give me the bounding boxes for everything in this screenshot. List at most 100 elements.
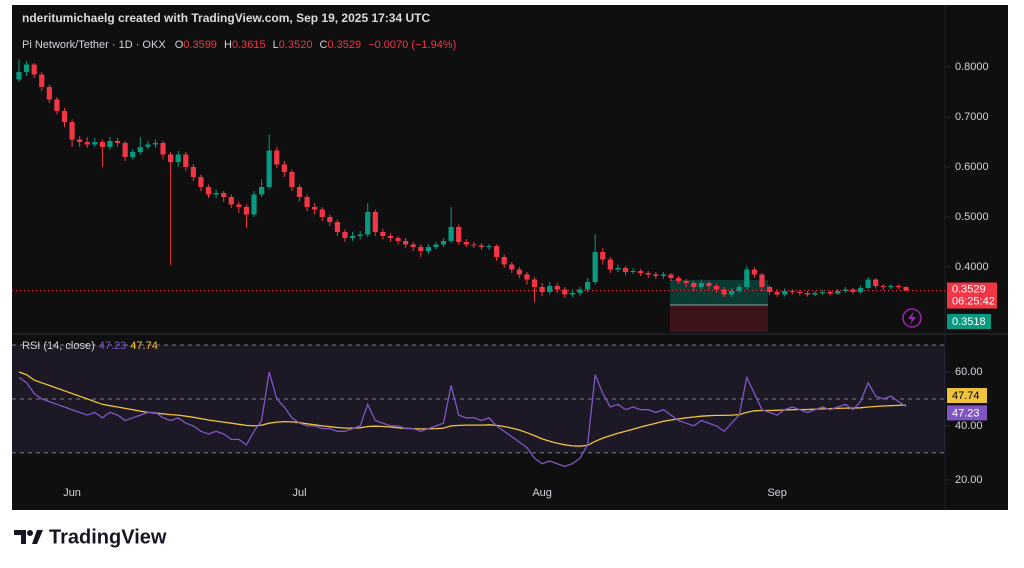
y-tick-label: 0.8000 <box>955 61 989 73</box>
candle-body <box>880 286 886 287</box>
candle-body <box>516 269 522 275</box>
candle-body <box>873 279 879 286</box>
candle-body <box>857 288 864 292</box>
candle-body <box>592 252 598 282</box>
rsi-legend: RSI (14, close) 47.23 47.74 <box>22 340 158 352</box>
candle-body <box>190 167 196 177</box>
candle-body <box>357 234 363 236</box>
alert-icon[interactable] <box>902 308 922 328</box>
candle-body <box>569 293 576 295</box>
candle-body <box>312 207 318 210</box>
candle-body <box>205 187 212 195</box>
legend-value: 0.3599 <box>183 39 217 51</box>
candle-body <box>835 291 841 294</box>
candle-body <box>319 209 325 217</box>
y-tick-label: 0.5000 <box>955 211 989 223</box>
candle-body <box>16 72 22 80</box>
candle-body <box>797 292 803 293</box>
candle-body <box>615 268 621 270</box>
candle-body <box>486 246 492 247</box>
candle-body <box>774 292 780 295</box>
candle-body <box>789 291 795 292</box>
candle-body <box>160 143 166 155</box>
candle-body <box>471 244 477 246</box>
candle-body <box>895 286 902 288</box>
candle-body <box>107 141 113 147</box>
candle-body <box>77 139 83 142</box>
logo-mark <box>27 530 33 536</box>
legend-label: O <box>175 39 184 51</box>
candle-body <box>365 212 371 235</box>
legend: Pi Network/Tether · 1D · OKX O0.3599 H0.… <box>22 39 456 51</box>
candle-body <box>54 99 60 111</box>
candle-body <box>531 279 538 287</box>
candle-body <box>501 257 507 265</box>
candle-body <box>228 197 234 205</box>
candle-body <box>494 246 500 257</box>
candle-body <box>433 244 439 247</box>
candle-body <box>554 286 560 290</box>
candle-body <box>130 152 136 157</box>
y-tick-label: 60.00 <box>955 366 983 378</box>
candle-body <box>92 142 98 145</box>
candle-body <box>327 217 333 222</box>
legend-value: 0.3615 <box>232 39 266 51</box>
candle-body <box>198 177 204 187</box>
candle-body <box>342 232 348 238</box>
last-price-label: 0.3529 <box>952 283 986 295</box>
candle-body <box>448 227 454 241</box>
candle-body <box>675 278 682 281</box>
candle-body <box>691 283 697 287</box>
candle-body <box>425 247 431 251</box>
candle-body <box>334 222 341 232</box>
y-tick-label: 0.7000 <box>955 111 989 123</box>
candle-body <box>584 282 591 290</box>
candle-body <box>349 236 356 238</box>
candle-body <box>168 154 174 162</box>
position-price-box <box>947 314 991 329</box>
candle-body <box>463 242 469 245</box>
candle-body <box>274 150 280 165</box>
candle-body <box>766 287 773 292</box>
candle-body <box>653 274 659 276</box>
candle-body <box>137 147 143 152</box>
position-stop-zone <box>670 305 768 332</box>
candle-body <box>759 274 765 287</box>
candle-body <box>539 287 545 292</box>
candle-body <box>622 268 629 272</box>
candle-body <box>31 64 37 75</box>
last-price-box <box>947 282 997 309</box>
y-tick-label: 20.00 <box>955 474 983 486</box>
chart-panel <box>12 5 1008 510</box>
candle-body <box>380 232 386 236</box>
candle-body <box>698 283 704 287</box>
candle-body <box>23 64 30 72</box>
candle-body <box>744 269 750 287</box>
candle-body <box>888 286 894 287</box>
candle-body <box>812 293 818 295</box>
rsi-value-label: 47.23 <box>952 407 980 419</box>
candle-body <box>39 74 45 87</box>
ma-line <box>18 371 907 447</box>
candle-body <box>281 164 287 172</box>
header: nderitumichaelg created with TradingView… <box>22 11 430 25</box>
logo: TradingView <box>14 526 167 548</box>
candle-body <box>751 269 757 275</box>
y-tick-label: 0.4000 <box>955 261 989 273</box>
rsi-title: RSI (14, close) <box>22 340 95 352</box>
x-tick-label: Sep <box>767 487 787 499</box>
candle-body <box>638 271 644 273</box>
legend-label: H <box>224 39 232 51</box>
candle-body <box>152 143 159 145</box>
legend-label: C <box>320 39 328 51</box>
candle-body <box>547 286 553 292</box>
rsi-value-box <box>947 405 987 421</box>
candle-body <box>410 244 416 247</box>
x-tick-label: Jun <box>63 487 81 499</box>
candle-body <box>122 143 128 157</box>
candle-body <box>721 289 727 295</box>
candle-body <box>175 154 181 162</box>
x-tick-label: Jul <box>292 487 306 499</box>
